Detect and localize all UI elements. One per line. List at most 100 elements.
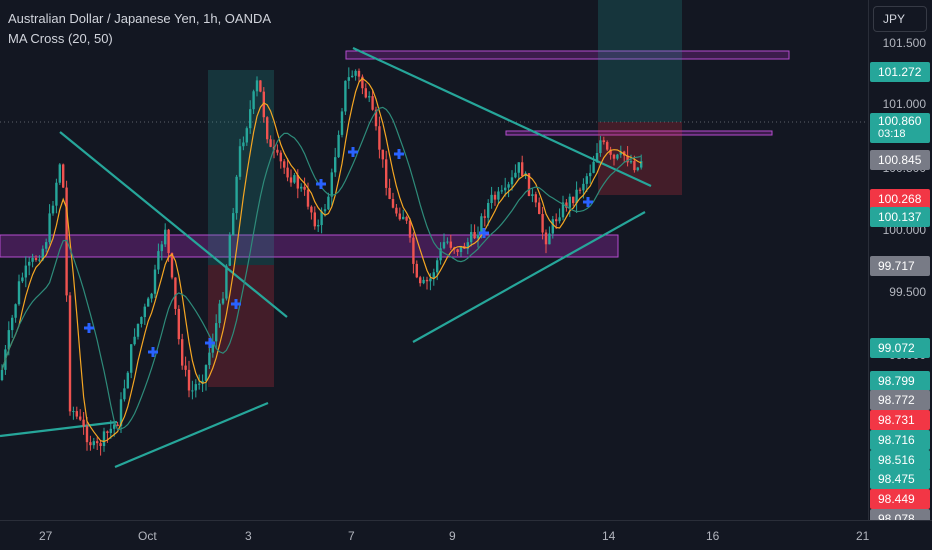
candle-body: [245, 128, 248, 143]
candle-body: [286, 167, 289, 178]
candle-body: [578, 189, 582, 191]
candle-body: [133, 336, 136, 345]
time-label: 14: [602, 529, 616, 543]
candle-body: [541, 213, 544, 233]
candle-body: [446, 241, 449, 243]
candle-body: [89, 442, 92, 446]
candle-body: [187, 369, 191, 391]
candle-body: [490, 194, 493, 203]
currency-button[interactable]: JPY: [873, 6, 927, 32]
candle-body: [221, 298, 225, 304]
candle-body: [123, 388, 126, 400]
candle-body: [17, 281, 21, 305]
candle-body: [11, 317, 14, 331]
candle-body: [140, 317, 143, 324]
candle-body: [595, 153, 599, 162]
candle-body: [194, 384, 197, 391]
candle-body: [521, 162, 524, 177]
symbol-title[interactable]: Australian Dollar / Japanese Yen, 1h, OA…: [8, 11, 272, 26]
candle-body: [459, 245, 463, 252]
candle-body: [385, 159, 388, 188]
candle-body: [102, 431, 106, 447]
candle-body: [449, 241, 452, 248]
price-badge-label: 99.072: [878, 341, 915, 355]
candle-body: [517, 162, 520, 173]
candle-body: [45, 242, 48, 249]
candle-body: [323, 209, 327, 212]
candle-body: [283, 161, 286, 168]
candle-body: [181, 339, 184, 366]
candle-body: [320, 211, 323, 226]
candle-body: [235, 176, 238, 214]
price-chart[interactable]: [0, 0, 868, 520]
candle-body: [572, 196, 575, 204]
candle-body: [48, 213, 51, 243]
resistance-zone-small: [505, 130, 773, 136]
candle-body: [317, 225, 320, 227]
candle-body: [51, 205, 55, 214]
candle-body: [500, 190, 503, 192]
candle-body: [79, 416, 82, 420]
price-badge: 98.799: [870, 371, 930, 391]
candle-body: [558, 217, 561, 222]
candle-body: [425, 279, 429, 282]
candle-body: [619, 151, 622, 155]
candle-body: [470, 232, 473, 243]
candle-body: [429, 278, 432, 282]
candle-body: [493, 194, 497, 200]
candle-body: [7, 330, 10, 350]
candle-body: [480, 216, 483, 235]
candle-body: [198, 383, 201, 385]
candle-body: [170, 253, 174, 278]
candle-body: [476, 234, 480, 239]
candle-body: [391, 198, 395, 208]
price-badge: 100.268: [870, 189, 930, 209]
candle-body: [249, 109, 252, 129]
candle-body: [262, 91, 265, 118]
price-badge-label: 98.799: [878, 374, 915, 388]
candle-body: [456, 249, 459, 252]
candle-body: [21, 277, 24, 282]
candle-body: [232, 213, 235, 236]
chart-area[interactable]: Australian Dollar / Japanese Yen, 1h, OA…: [0, 0, 868, 520]
time-axis[interactable]: 27 Oct 3 7 9 14 16 21: [0, 520, 932, 550]
candle-body: [215, 323, 218, 342]
candle-body: [313, 212, 316, 227]
price-badge-label: 100.845: [878, 153, 922, 167]
candle-body: [211, 341, 214, 353]
indicator-label[interactable]: MA Cross (20, 50): [8, 31, 113, 46]
trendline: [114, 401, 269, 469]
candle-body: [626, 155, 629, 163]
candle-body: [113, 424, 116, 429]
candle-body: [487, 202, 490, 218]
chart-legend: Australian Dollar / Japanese Yen, 1h, OA…: [8, 9, 271, 49]
price-badge-label: 98.731: [878, 413, 915, 427]
price-badge: 98.731: [870, 410, 930, 430]
candle-body: [238, 146, 242, 177]
candle-body: [347, 77, 350, 81]
candle-body: [395, 207, 398, 214]
candle-body: [330, 172, 333, 197]
candle-body: [357, 70, 361, 77]
candle-body: [310, 206, 313, 213]
time-label: 9: [449, 529, 456, 543]
candle-body: [96, 441, 99, 444]
price-badge: 101.272: [870, 62, 930, 82]
price-badge-label: 98.716: [878, 433, 915, 447]
candle-body: [68, 295, 72, 412]
candle-body: [378, 126, 381, 150]
candle-body: [609, 149, 612, 155]
candle-body: [85, 426, 89, 443]
candle-body: [582, 183, 585, 191]
price-badge: 100.860 03:18: [870, 113, 930, 143]
trendline: [412, 211, 646, 343]
price-badge: 98.516: [870, 450, 930, 470]
candle-body: [606, 142, 609, 150]
price-badge-label: 98.475: [878, 472, 915, 486]
candle-body: [629, 161, 633, 163]
candle-body: [544, 232, 548, 245]
price-badge: 100.845: [870, 150, 930, 170]
candle-body: [38, 259, 41, 261]
support-zone: [0, 234, 619, 258]
candle-body: [177, 308, 180, 340]
